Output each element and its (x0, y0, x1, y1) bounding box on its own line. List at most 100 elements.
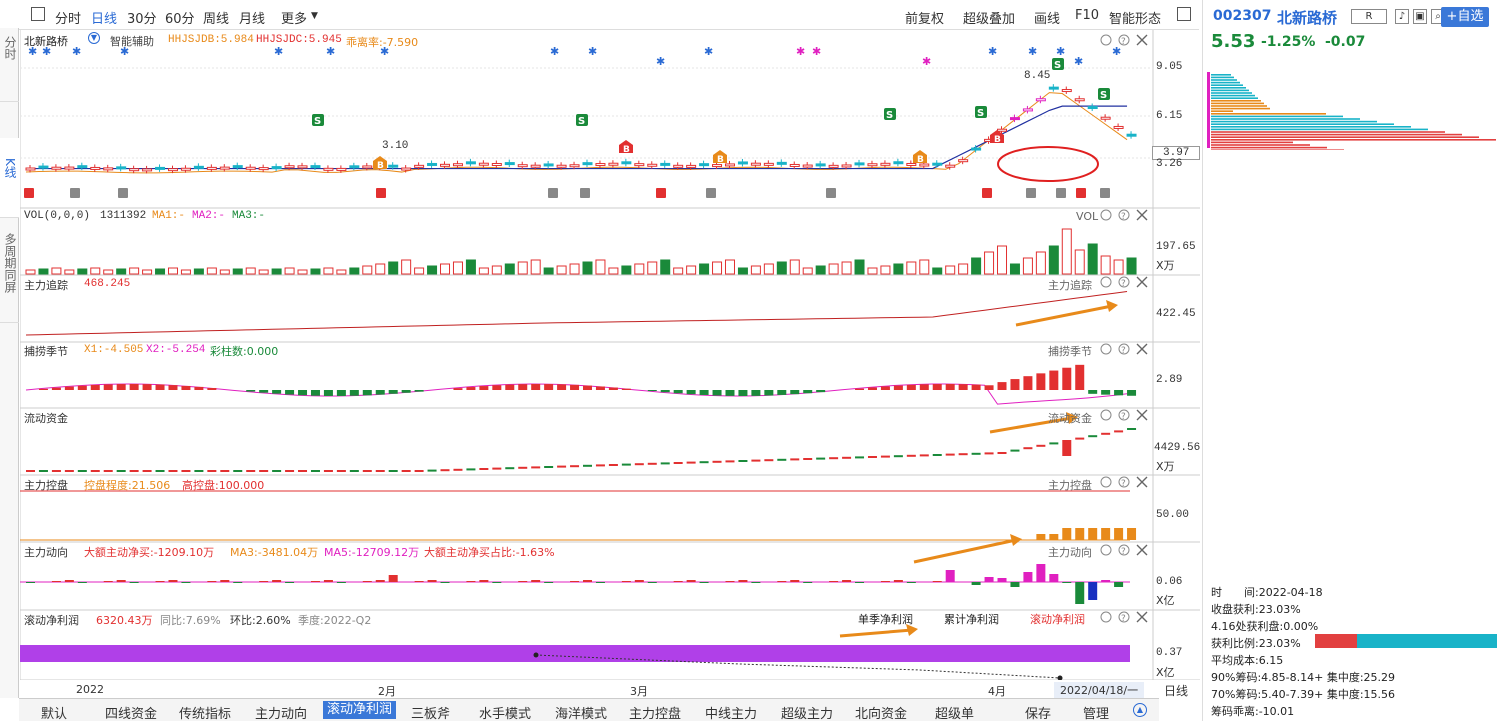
f10-button[interactable]: F10 (1075, 8, 1100, 23)
bottom-tab-7[interactable]: 海洋模式 (555, 707, 608, 722)
volume-bar (686, 265, 697, 275)
ldzj-bar (557, 465, 567, 468)
panel-toggle-icon[interactable] (31, 7, 45, 21)
bell-icon[interactable]: ♪ (1395, 9, 1409, 24)
tab-30min[interactable]: 30分 (127, 12, 157, 27)
x-axis-apr: 4月 (988, 685, 1006, 698)
help-icon (1118, 343, 1130, 355)
tab-monthly[interactable]: 月线 (239, 12, 266, 27)
bljj-bar (984, 385, 994, 390)
tab-cumulative[interactable]: 累计净利润 (944, 613, 999, 626)
bottom-tab-13[interactable]: 保存 (1025, 707, 1052, 722)
volume-bar (323, 267, 334, 275)
star-marker: ✱ (922, 55, 931, 68)
lock-icon[interactable]: ▣ (1413, 9, 1427, 24)
bljj-bar (557, 384, 567, 390)
zlkp-bar (1062, 528, 1072, 540)
tab-more[interactable]: 更多 (281, 12, 308, 27)
sell-signal-icon (312, 114, 324, 126)
star-marker: ✱ (1074, 55, 1083, 68)
candle (1022, 108, 1033, 112)
star-marker: ✱ (380, 45, 389, 58)
bottom-tab-9[interactable]: 中线主力 (705, 707, 758, 722)
smart-pattern-button[interactable]: 智能形态 (1109, 12, 1162, 27)
candle (569, 164, 580, 168)
chip-bar (1211, 136, 1479, 138)
ldzj-bar (647, 462, 657, 465)
r-badge[interactable]: R (1351, 9, 1387, 24)
volume-bar (569, 263, 580, 275)
candle (945, 164, 956, 168)
chip-bar (1211, 89, 1249, 92)
candle (1048, 86, 1059, 90)
candle (258, 167, 269, 171)
candle (271, 166, 282, 170)
stat-line-5: 70%筹码:5.40-7.39+ 集中度:15.56 (1211, 688, 1396, 701)
tab-60min[interactable]: 60分 (165, 12, 195, 27)
overlay-button[interactable]: 超级叠加 (963, 12, 1016, 27)
help-icon (1118, 34, 1130, 46)
volume-bar (38, 268, 49, 275)
bljj-bar (194, 386, 204, 390)
stat-time-label: 时 (1211, 586, 1222, 599)
tab-fenshi-label: 分时 (3, 36, 17, 60)
bottom-tab-8[interactable]: 主力控盘 (629, 707, 682, 722)
bottom-tab-11[interactable]: 北向资金 (855, 707, 908, 722)
bottom-tab-6[interactable]: 水手模式 (479, 707, 532, 722)
add-watchlist-button[interactable]: +自选 (1441, 7, 1489, 27)
chip-bar (1211, 79, 1237, 81)
fuquan-button[interactable]: 前复权 (905, 12, 945, 27)
chip-bar (1211, 141, 1293, 144)
news-badge-icon (982, 188, 992, 198)
dropdown-icon[interactable]: ▼ (88, 32, 100, 44)
bljj-bar (1127, 390, 1137, 396)
bottom-tab-5[interactable]: 三板斧 (411, 707, 451, 722)
candle (1009, 117, 1020, 121)
bottom-tab-0[interactable]: 默认 (41, 707, 68, 722)
tab-fenshi[interactable]: 分时 (0, 36, 19, 102)
bljj-tag: 捕捞季节 (1048, 345, 1092, 358)
right-panel-toggle-icon[interactable] (1177, 7, 1191, 21)
tab-weekly[interactable]: 周线 (203, 12, 230, 27)
bottom-tab-3[interactable]: 主力动向 (255, 707, 308, 722)
ldzj-bar (855, 456, 865, 459)
candle (776, 161, 787, 165)
bottom-tab-10[interactable]: 超级主力 (781, 707, 834, 722)
zlzz-legend: 主力追踪 (24, 279, 68, 292)
bottom-tab-4[interactable]: 滚动净利润 (323, 701, 397, 719)
candle (854, 162, 865, 166)
kline-chart[interactable]: ???????? S S S S S S B B B B B ✱ ✱ ✱ ✱ ✱ ✱ ✱ ✱ ✱ ✱ ✱ ✱ ✱ ✱ ✱ ✱ ✱ ✱ ✱ (20, 30, 1200, 680)
tab-kline[interactable]: K线 (0, 138, 19, 218)
draw-line-button[interactable]: 画线 (1034, 12, 1061, 27)
volume-bar (1022, 257, 1033, 275)
zldx-bar (518, 581, 528, 582)
bottom-tab-12[interactable]: 超级单 (935, 707, 975, 722)
candle (90, 166, 101, 170)
tab-single-quarter[interactable]: 单季净利润 (858, 613, 913, 626)
volume-bar (984, 251, 995, 275)
volume-bar (763, 263, 774, 275)
bottom-tab-14[interactable]: 管理 (1083, 707, 1110, 722)
news-badge-icon (24, 188, 34, 198)
stock-price: 5.53 (1211, 31, 1256, 52)
tab-daily[interactable]: 日线 (91, 12, 118, 27)
settings-icon (1100, 209, 1112, 221)
tab-rolling[interactable]: 滚动净利润 (1030, 613, 1085, 626)
bottom-tab-1[interactable]: 四线资金 (105, 707, 158, 722)
ldzj-bar (984, 452, 994, 455)
bottom-tab-2[interactable]: 传统指标 (179, 707, 232, 722)
gdjlr-unit: X亿 (1156, 666, 1175, 679)
tab-fenshi-top[interactable]: 分时 (55, 12, 82, 27)
chip-bar (1211, 120, 1377, 123)
star-marker: ✱ (42, 45, 51, 58)
bottom-tabs: 默认 四线资金 传统指标 主力动向 滚动净利润 三板斧 水手模式 海洋模式 主力控盘 中线主力 超级… (19, 698, 1159, 722)
star-marker: ✱ (1056, 45, 1065, 58)
tab-multi-period[interactable]: 多周期同屏 (0, 233, 19, 323)
ldzj-bar (440, 469, 450, 472)
collapse-up-icon[interactable]: ▲ (1133, 703, 1147, 717)
price-axis-2: 6.15 (1156, 110, 1183, 122)
candle (763, 162, 774, 166)
zldx-bar (1075, 582, 1085, 604)
candle (427, 162, 438, 166)
volume-bar (452, 261, 463, 275)
